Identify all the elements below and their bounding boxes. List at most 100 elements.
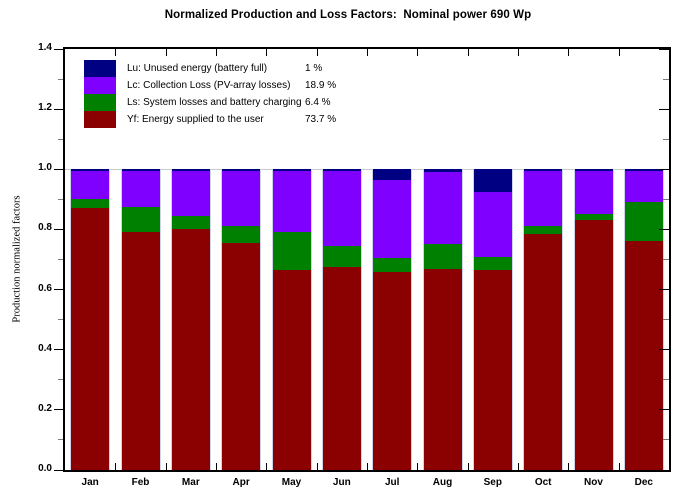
bar-apr (221, 49, 262, 470)
bar-aug (422, 49, 463, 470)
bar-right-edge (511, 169, 513, 470)
x-boundary-tick-top-8 (467, 49, 469, 56)
bar-right-edge (209, 169, 211, 470)
x-boundary-tick-bottom-5 (316, 463, 318, 470)
x-tick-label-mar: Mar (181, 477, 200, 488)
segment-yf-may (272, 270, 311, 470)
segment-ls-jan (71, 199, 110, 209)
bar-top-cap (121, 169, 160, 172)
bar-right-edge (310, 169, 312, 470)
bar-jan (70, 49, 111, 470)
y-minor-tick-right-0.3 (663, 379, 669, 381)
y-minor-tick-right-0.9 (663, 198, 669, 200)
y-major-tick-right-0 (659, 469, 669, 471)
bar-right-edge (109, 169, 111, 470)
segment-ls-aug (423, 244, 462, 269)
x-boundary-tick-top-9 (518, 49, 519, 56)
x-tick-label-sep: Sep (483, 477, 502, 488)
y-major-tick-0.4 (54, 349, 63, 351)
x-boundary-tick-top-6 (367, 49, 368, 56)
y-minor-tick-0.1 (58, 439, 63, 441)
segment-lc-mar (171, 169, 210, 216)
segment-ls-may (272, 232, 311, 271)
legend-row-yf: Yf: Energy supplied to the user 73.7 % (127, 111, 336, 128)
segment-lc-jun (322, 169, 361, 246)
segment-ls-jun (322, 245, 361, 268)
segment-lu-jul (373, 169, 412, 180)
segment-lc-dec (624, 169, 663, 203)
bar-top-cap (373, 169, 412, 172)
segment-yf-oct (524, 233, 563, 470)
segment-ls-feb (121, 206, 160, 233)
legend-label-yf: Yf: Energy supplied to the user (127, 114, 264, 125)
x-boundary-tick-bottom-4 (266, 463, 268, 470)
bar-left-edge (472, 169, 474, 470)
bar-left-edge (221, 169, 223, 470)
y-minor-tick-right-0.1 (663, 439, 669, 441)
segment-yf-feb (121, 232, 160, 470)
segment-lu-sep (473, 169, 512, 192)
legend-value-lu: 1 % (305, 63, 323, 74)
segment-lc-feb (121, 169, 160, 207)
x-tick-label-may: May (281, 477, 302, 488)
bar-left-edge (523, 169, 525, 470)
segment-ls-apr (222, 226, 261, 243)
bar-right-edge (159, 169, 161, 470)
bar-left-edge (170, 169, 172, 470)
x-boundary-tick-top-1 (115, 49, 117, 56)
plot-area (65, 48, 669, 471)
x-boundary-tick-bottom-10 (568, 463, 570, 470)
gridline-1.0 (65, 169, 669, 171)
legend-text-column: Lu: Unused energy (battery full) 1 % Lc: C… (127, 60, 336, 128)
legend-row-lu: Lu: Unused energy (battery full) 1 % (127, 60, 336, 77)
segment-ls-sep (473, 256, 512, 271)
segment-yf-nov (574, 220, 613, 470)
x-boundary-tick-top-4 (266, 49, 268, 56)
y-axis-title: Production normalized factors (11, 195, 23, 323)
x-boundary-tick-top-11 (618, 49, 620, 56)
y-major-tick-right-1.2 (659, 108, 669, 110)
bar-top-cap (624, 169, 663, 172)
x-tick-label-jun: Jun (332, 477, 351, 488)
bar-top-cap (272, 169, 311, 172)
segment-lc-oct (524, 169, 563, 227)
x-boundary-tick-top-5 (316, 49, 318, 56)
bar-left-edge (120, 169, 122, 470)
segment-lc-sep (473, 191, 512, 257)
bar-may (271, 49, 312, 470)
segment-yf-jul (373, 271, 412, 470)
legend-swatch-ls (84, 94, 116, 111)
bar-right-edge (411, 169, 413, 470)
y-major-tick-right-1 (659, 168, 669, 170)
y-minor-tick-right-1.1 (663, 138, 669, 140)
segment-ls-nov (574, 214, 613, 221)
x-boundary-tick-top-7 (417, 49, 419, 56)
segment-ls-mar (171, 215, 210, 230)
bar-left-edge (321, 169, 323, 470)
bar-top-cap (222, 169, 261, 172)
segment-yf-jan (71, 208, 110, 470)
y-major-tick-right-1.4 (659, 48, 669, 50)
bar-left-edge (623, 169, 625, 470)
y-minor-tick-1.3 (58, 78, 63, 80)
y-major-tick-0.6 (54, 289, 63, 291)
y-tick-label-0.8: 0.8 (38, 222, 52, 234)
x-tick-label-dec: Dec (634, 477, 653, 488)
bar-jul (372, 49, 413, 470)
bar-right-edge (260, 169, 262, 470)
legend-swatch-column (84, 60, 116, 128)
x-tick-label-jan: Jan (81, 477, 99, 488)
y-major-tick-0.8 (54, 228, 63, 230)
bar-sep (472, 49, 513, 470)
y-tick-label-1.4: 1.4 (38, 42, 52, 53)
legend-row-lc: Lc: Collection Loss (PV-array losses) 18.… (127, 77, 336, 94)
x-boundary-tick-bottom-2 (165, 463, 167, 470)
bar-top-cap (322, 169, 361, 172)
legend-label-lu: Lu: Unused energy (battery full) (127, 63, 268, 74)
y-tick-label-1.0: 1.0 (38, 162, 52, 174)
y-minor-tick-0.9 (58, 198, 63, 200)
segment-yf-dec (624, 241, 663, 470)
segment-lc-may (272, 169, 311, 233)
legend-swatch-lu (84, 60, 116, 77)
bar-mar (170, 49, 211, 470)
